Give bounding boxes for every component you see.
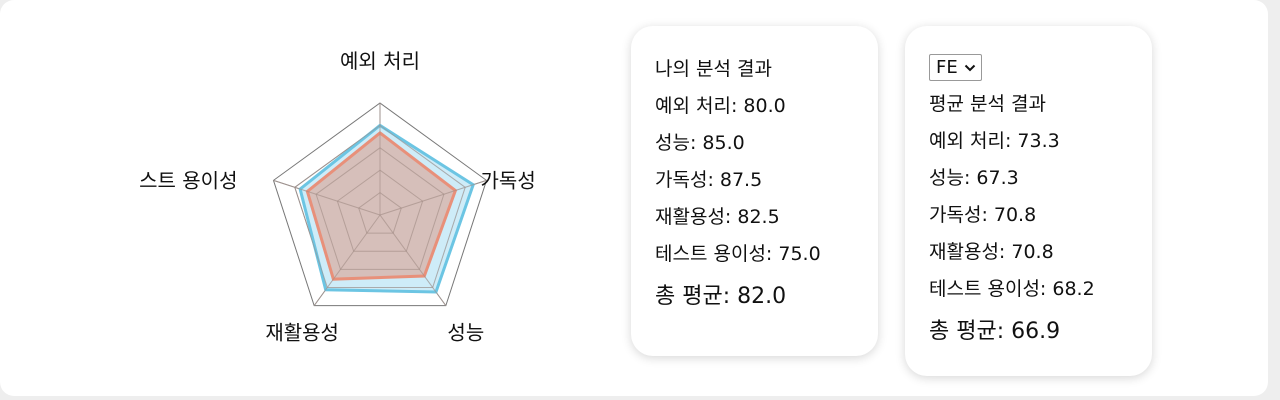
chevron-down-icon	[964, 64, 975, 71]
radar-grid-ring-overlay	[358, 191, 402, 234]
radar-grid-ring-overlay	[336, 169, 424, 252]
radar-spoke-overlay	[313, 214, 381, 306]
avg-result-reusability: 재활용성: 70.8	[929, 241, 1054, 263]
my-result-testability: 테스트 용이성: 75.0	[655, 243, 821, 265]
radar-label-reusability: 재활용성	[265, 321, 339, 345]
radar-label-readability: 가독성	[481, 168, 536, 192]
radar-spoke-overlay	[379, 214, 447, 306]
radar-grid-ring-overlay	[294, 124, 466, 288]
avg-result-readability: 가독성: 70.8	[929, 204, 1037, 226]
average-result-title: 평균 분석 결과	[929, 93, 1046, 115]
radar-grid-ring	[272, 102, 488, 307]
avg-result-performance: 성능: 67.3	[929, 167, 1019, 189]
radar-series-2	[305, 130, 458, 281]
my-result-performance: 성능: 85.0	[655, 132, 745, 154]
average-result-card: FE 평균 분석 결과 예외 처리: 73.3 성능: 67.3 가독성: 70…	[905, 26, 1152, 376]
avg-result-testability: 테스트 용이성: 68.2	[929, 278, 1095, 300]
radar-spoke-overlay	[273, 179, 381, 216]
radar-label-exception: 예외 처리	[340, 49, 420, 73]
my-result-exception: 예외 처리: 80.0	[655, 95, 786, 117]
my-result-card: 나의 분석 결과 예외 처리: 80.0 성능: 85.0 가독성: 87.5 …	[631, 26, 878, 356]
avg-result-exception: 예외 처리: 73.3	[929, 130, 1060, 152]
position-select-value: FE	[936, 57, 958, 78]
radar-spoke-overlay	[379, 179, 487, 216]
my-result-total: 총 평균: 82.0	[655, 284, 787, 309]
my-result-readability: 가독성: 87.5	[655, 169, 763, 191]
radar-label-performance: 성능	[447, 321, 484, 345]
radar-label-testability: 테스트 용이성	[140, 168, 237, 192]
radar-grid-ring-overlay	[315, 147, 445, 270]
position-select[interactable]: FE	[929, 54, 982, 81]
my-result-title: 나의 분석 결과	[655, 58, 772, 80]
my-result-reusability: 재활용성: 82.5	[655, 206, 780, 228]
radar-series	[273, 103, 487, 306]
avg-result-total: 총 평균: 66.9	[929, 319, 1061, 344]
